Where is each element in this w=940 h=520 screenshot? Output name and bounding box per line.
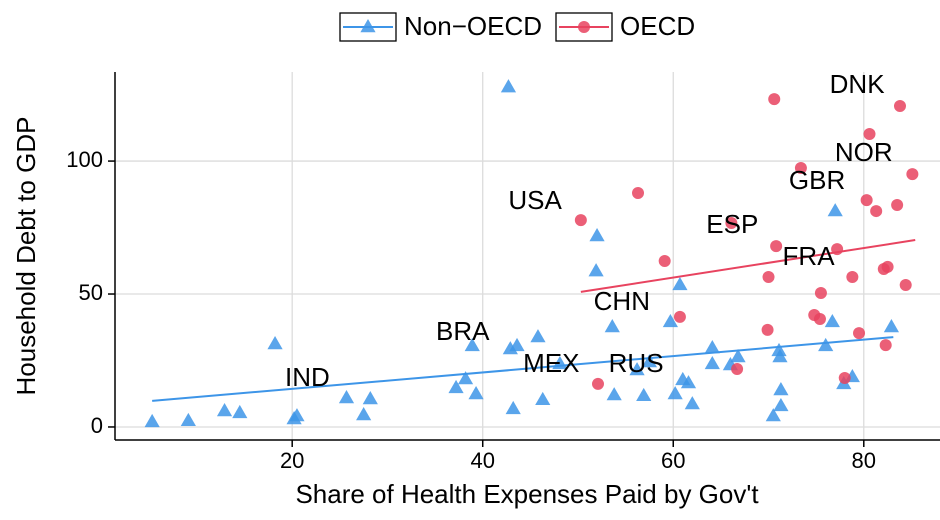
point-label: BRA: [436, 316, 490, 346]
marker: [704, 355, 720, 370]
marker: [773, 397, 789, 412]
marker: [289, 408, 305, 422]
marker: [731, 363, 744, 376]
marker: [762, 271, 775, 284]
marker: [680, 375, 697, 389]
marker: [662, 313, 678, 328]
marker: [824, 313, 840, 328]
point-label: ESP: [706, 209, 758, 239]
marker: [530, 329, 546, 343]
marker: [814, 286, 827, 299]
legend: Non−OECD OECD: [339, 11, 695, 42]
marker: [870, 205, 883, 218]
x-tick-label: 20: [280, 448, 304, 473]
marker: [673, 310, 686, 323]
marker: [606, 387, 622, 401]
marker: [588, 263, 604, 277]
marker: [770, 240, 783, 253]
trend-line: [152, 336, 894, 402]
marker: [704, 340, 720, 354]
marker: [899, 278, 912, 291]
marker: [761, 323, 774, 336]
marker: [464, 337, 480, 352]
marker: [827, 203, 843, 217]
marker: [730, 349, 746, 363]
marker: [604, 318, 620, 333]
x-tick-label: 60: [661, 448, 685, 473]
marker: [772, 349, 788, 363]
point-label: NOR: [835, 137, 893, 167]
trend-line: [580, 239, 916, 293]
x-tick-label: 80: [852, 448, 876, 473]
marker: [500, 79, 517, 93]
point-label: CHN: [594, 286, 650, 316]
marker: [883, 318, 900, 333]
marker: [881, 260, 894, 273]
marker: [578, 21, 590, 33]
marker: [725, 217, 738, 230]
y-tick-label: 0: [91, 413, 103, 438]
marker: [768, 93, 781, 106]
marker: [813, 313, 826, 326]
marker: [267, 336, 283, 350]
point-label: DNK: [830, 69, 886, 99]
x-axis-label: Share of Health Expenses Paid by Gov't: [295, 479, 759, 509]
marker: [853, 327, 866, 340]
point-label: IND: [285, 362, 330, 392]
point-label: USA: [508, 185, 562, 215]
marker: [891, 198, 904, 211]
marker: [658, 255, 671, 268]
marker: [641, 354, 658, 368]
y-tick-label: 50: [79, 280, 103, 305]
marker: [684, 396, 700, 410]
marker: [505, 400, 521, 415]
marker: [574, 214, 587, 227]
legend-label: OECD: [620, 11, 695, 41]
marker: [765, 408, 781, 422]
marker: [338, 389, 355, 404]
marker: [863, 127, 876, 140]
marker: [232, 404, 248, 419]
marker: [589, 228, 605, 242]
marker: [362, 391, 378, 405]
marker: [457, 371, 474, 385]
marker: [794, 161, 807, 174]
marker: [468, 386, 484, 400]
marker: [629, 362, 645, 376]
marker: [838, 372, 851, 385]
y-tick-label: 100: [66, 147, 103, 172]
marker: [893, 100, 906, 113]
marker: [672, 276, 688, 291]
marker: [216, 403, 233, 417]
marker: [448, 379, 464, 394]
marker: [667, 386, 683, 400]
marker: [771, 342, 787, 357]
marker: [636, 387, 652, 402]
marker: [632, 186, 645, 199]
marker: [535, 391, 551, 406]
marker: [360, 19, 376, 33]
marker: [591, 377, 604, 390]
marker: [356, 407, 372, 421]
marker: [773, 382, 789, 396]
point-label: MEX: [523, 348, 579, 378]
marker: [144, 413, 160, 428]
y-axis-label: Household Debt to GDP: [11, 117, 41, 396]
point-label: GBR: [789, 165, 845, 195]
legend-label: Non−OECD: [404, 11, 542, 41]
point-label: FRA: [783, 241, 836, 271]
marker: [906, 168, 919, 181]
marker: [879, 339, 892, 352]
marker: [180, 412, 196, 427]
marker: [846, 271, 859, 284]
point-label: RUS: [609, 348, 664, 378]
marker: [509, 337, 525, 352]
marker: [860, 194, 873, 207]
x-tick-label: 40: [470, 448, 494, 473]
marker: [818, 337, 834, 352]
